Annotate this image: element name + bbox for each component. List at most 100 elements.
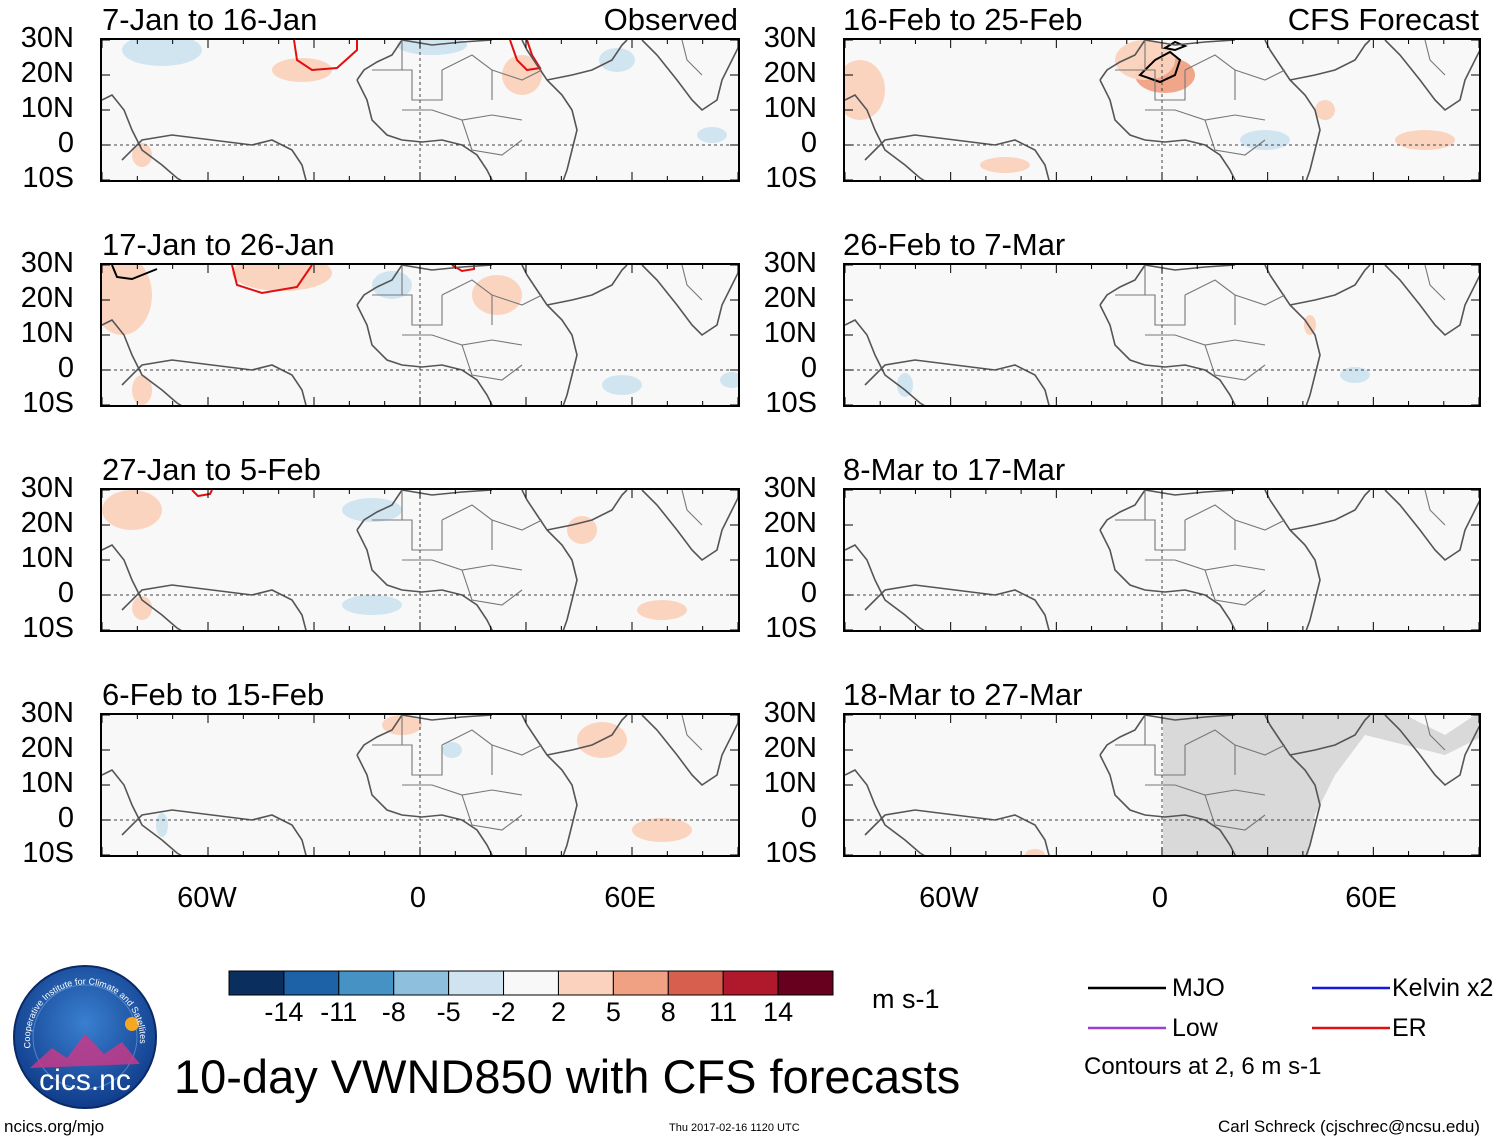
masked-region-east — [1308, 715, 1479, 855]
country-border — [1184, 504, 1236, 550]
y-label-left-r3-4: 10S — [22, 837, 74, 869]
country-border — [1184, 729, 1236, 775]
anomaly-patch — [272, 58, 332, 82]
anomaly-patch — [342, 498, 402, 522]
coastline — [1264, 40, 1321, 180]
coastline — [1144, 265, 1236, 271]
coastline — [1144, 715, 1236, 721]
map-panel-observed-2 — [100, 263, 740, 407]
map-svg-r0 — [845, 40, 1479, 180]
y-label-left-r0-2: 10N — [20, 92, 74, 124]
map-svg-r2 — [845, 490, 1479, 630]
country-border — [1145, 334, 1266, 346]
y-label-left-r1-1: 20N — [20, 282, 74, 314]
coastline — [1289, 715, 1371, 756]
coastline — [401, 715, 493, 721]
coastline — [1099, 490, 1146, 531]
coastline — [356, 79, 493, 180]
colorbar-label-4: -2 — [491, 997, 516, 1027]
legend-label-kelvin: Kelvin x2 — [1392, 974, 1494, 1002]
y-label-left-r0-3: 0 — [57, 127, 74, 159]
anomaly-patch — [1395, 130, 1455, 150]
country-border — [491, 69, 543, 81]
cics-logo: Cooperative Institute for Climate and Sa… — [13, 965, 157, 1109]
map-svg-l3 — [102, 715, 738, 855]
country-border — [1234, 294, 1286, 306]
colorbar-segment-5 — [503, 970, 559, 996]
y-label-right-r2-2: 10N — [763, 542, 817, 574]
coastline — [102, 318, 182, 405]
coastline — [1099, 79, 1236, 180]
cfs-forecast-label: CFS Forecast — [1287, 2, 1479, 37]
country-border — [1204, 344, 1266, 381]
y-label-right-r0-3: 0 — [800, 127, 817, 159]
country-border — [1184, 279, 1236, 325]
country-border — [1145, 109, 1266, 121]
country-border — [461, 794, 523, 831]
coastline — [1264, 715, 1321, 855]
y-label-left-r3-3: 0 — [57, 802, 74, 834]
colorbar-label-2: -8 — [381, 997, 406, 1027]
y-label-right-r1-2: 10N — [763, 317, 817, 349]
panel-title-left-3: 27-Jan to 5-Feb — [102, 452, 321, 487]
anomaly-patch — [102, 490, 162, 530]
legend-label-mjo: MJO — [1172, 974, 1225, 1002]
panel-title-right-1: 16-Feb to 25-Feb — [843, 2, 1083, 37]
y-label-right-r0-2: 10N — [763, 92, 817, 124]
country-border — [1204, 794, 1266, 831]
anomaly-patch — [472, 275, 522, 315]
panel-title-right-3: 8-Mar to 17-Mar — [843, 452, 1066, 487]
country-border — [1184, 54, 1236, 100]
y-label-right-r2-0: 30N — [763, 472, 817, 504]
footer-left[interactable]: ncics.org/mjo — [4, 1117, 105, 1136]
country-border — [372, 519, 443, 551]
anomaly-patch — [232, 265, 332, 291]
country-border — [491, 744, 543, 756]
coastline — [1264, 490, 1321, 630]
anomaly-patch — [720, 372, 738, 388]
observed-label: Observed — [603, 2, 738, 37]
y-label-left-r2-0: 30N — [20, 472, 74, 504]
country-border — [1204, 569, 1266, 606]
y-label-right-r1-3: 0 — [800, 352, 817, 384]
coastline — [1099, 754, 1236, 855]
masked-region — [1163, 715, 1308, 855]
map-panel-observed-1 — [100, 38, 740, 182]
panel-title-left-1: 7-Jan to 16-Jan — [102, 2, 318, 37]
anomaly-patch — [502, 55, 542, 95]
logo-text: cics.nc — [39, 1064, 131, 1097]
coastline — [1384, 265, 1479, 337]
coastline — [1289, 490, 1371, 531]
anomaly-patch — [980, 157, 1030, 173]
y-label-right-r1-1: 20N — [763, 282, 817, 314]
map-svg-r3 — [845, 715, 1479, 855]
country-border — [681, 490, 703, 526]
country-border — [1424, 715, 1446, 751]
colorbar-segment-3 — [393, 970, 450, 996]
coastline — [546, 265, 628, 306]
colorbar-segment-7 — [612, 970, 669, 996]
colorbar-label-7: 8 — [660, 997, 676, 1027]
country-border — [372, 744, 443, 776]
legend-swatches-right — [1312, 986, 1390, 1030]
x-label-60e-right: 60E — [1345, 882, 1397, 914]
colorbar-label-3: -5 — [436, 997, 461, 1027]
y-label-right-r0-1: 20N — [763, 57, 817, 89]
anomaly-patch — [1315, 100, 1335, 120]
y-label-right-r2-4: 10S — [765, 612, 817, 644]
country-border — [491, 294, 543, 306]
coastline — [401, 265, 493, 271]
panel-title-left-4: 6-Feb to 15-Feb — [102, 677, 325, 712]
coastline — [1384, 490, 1479, 562]
coastline — [521, 40, 578, 180]
x-label-0-left: 0 — [409, 882, 427, 914]
country-border — [681, 715, 703, 751]
y-label-left-r1-0: 30N — [20, 247, 74, 279]
colorbar-label-0: -14 — [264, 997, 304, 1027]
colorbar-segment-8 — [667, 970, 724, 996]
colorbar-segment-1 — [283, 970, 340, 996]
coastline — [845, 543, 925, 630]
country-border — [1234, 519, 1286, 531]
country-border — [441, 729, 493, 775]
x-label-60w-right: 60W — [919, 882, 979, 914]
